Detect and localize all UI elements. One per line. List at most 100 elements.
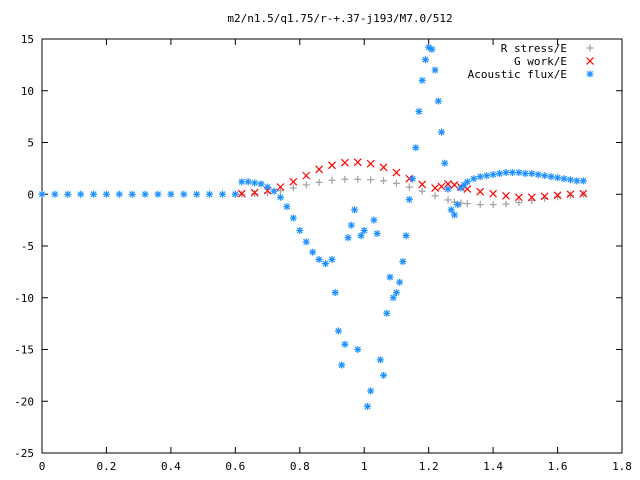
data-point: [540, 192, 549, 201]
data-point: [418, 180, 427, 189]
data-point: [386, 273, 394, 281]
data-point: [218, 190, 226, 198]
data-point: [340, 158, 349, 167]
data-point: [438, 128, 446, 136]
data-point: [328, 255, 336, 263]
x-tick-label: 0.8: [290, 460, 310, 473]
data-point: [370, 216, 378, 224]
y-tick-label: -15: [14, 344, 34, 357]
data-point: [315, 165, 324, 174]
data-point: [396, 278, 404, 286]
data-point: [541, 172, 549, 180]
data-point: [389, 294, 397, 302]
data-point: [392, 289, 400, 297]
x-tick-label: 0: [39, 460, 46, 473]
data-point: [554, 174, 562, 182]
data-point: [441, 159, 449, 167]
data-point: [470, 175, 478, 183]
data-point: [347, 221, 355, 229]
data-point: [289, 184, 297, 192]
series-2: [237, 158, 588, 202]
data-point: [302, 238, 310, 246]
data-point: [354, 175, 362, 183]
x-tick-label: 0.6: [225, 460, 245, 473]
data-point: [289, 214, 297, 222]
data-point: [141, 190, 149, 198]
data-point: [444, 185, 452, 193]
series-layer: [38, 43, 588, 410]
data-point: [331, 289, 339, 297]
data-point: [502, 191, 510, 200]
data-point: [102, 190, 110, 198]
data-point: [415, 107, 423, 115]
data-point: [244, 178, 252, 186]
data-point: [392, 168, 401, 177]
data-point: [115, 190, 123, 198]
data-point: [463, 185, 472, 193]
series-3: [38, 43, 587, 410]
data-point: [405, 195, 413, 203]
data-point: [534, 171, 542, 179]
x-tick-label: 0.2: [97, 460, 117, 473]
data-point: [90, 190, 98, 198]
data-point: [405, 183, 413, 191]
y-tick-label: 0: [27, 188, 34, 201]
data-point: [447, 206, 455, 214]
data-point: [283, 203, 291, 211]
data-point: [366, 159, 375, 168]
x-tick-label: 1.2: [419, 460, 439, 473]
y-tick-label: -20: [14, 395, 34, 408]
data-point: [418, 76, 426, 84]
data-point: [502, 200, 510, 208]
data-point: [496, 170, 504, 178]
data-point: [276, 183, 285, 191]
data-point: [428, 45, 436, 53]
axis-ticks: [41, 38, 623, 454]
data-point: [328, 176, 336, 184]
data-point: [579, 189, 588, 198]
data-point: [402, 232, 410, 240]
data-point: [237, 189, 246, 198]
data-point: [489, 171, 497, 179]
data-point: [579, 177, 587, 185]
data-point: [431, 184, 440, 192]
data-point: [38, 190, 46, 198]
data-point: [489, 189, 498, 198]
data-point: [360, 226, 368, 234]
data-point: [328, 161, 336, 170]
data-point: [528, 170, 536, 178]
data-point: [437, 182, 446, 191]
data-point: [77, 190, 85, 198]
data-point: [476, 173, 484, 181]
data-point: [463, 200, 471, 208]
data-point: [383, 309, 391, 317]
data-point: [431, 192, 439, 200]
data-point: [566, 191, 574, 199]
data-point: [193, 190, 201, 198]
y-tick-label: 15: [21, 33, 34, 46]
y-tick-label: -5: [21, 240, 34, 253]
legend-marker: [586, 70, 594, 78]
data-point: [399, 258, 407, 266]
data-point: [315, 255, 323, 263]
data-point: [476, 201, 484, 209]
x-tick-label: 1.4: [483, 460, 503, 473]
x-tick-label: 1.8: [612, 460, 632, 473]
data-point: [353, 158, 362, 167]
data-point: [363, 402, 371, 410]
data-point: [354, 346, 362, 353]
data-point: [515, 199, 523, 207]
data-point: [51, 190, 59, 198]
data-point: [409, 175, 417, 183]
data-point: [289, 177, 298, 186]
data-point: [412, 144, 420, 152]
legend-marker: [586, 44, 594, 52]
data-point: [463, 178, 471, 186]
data-point: [560, 175, 568, 183]
data-point: [367, 176, 375, 184]
y-tick-label: -10: [14, 292, 34, 305]
data-point: [296, 226, 304, 234]
